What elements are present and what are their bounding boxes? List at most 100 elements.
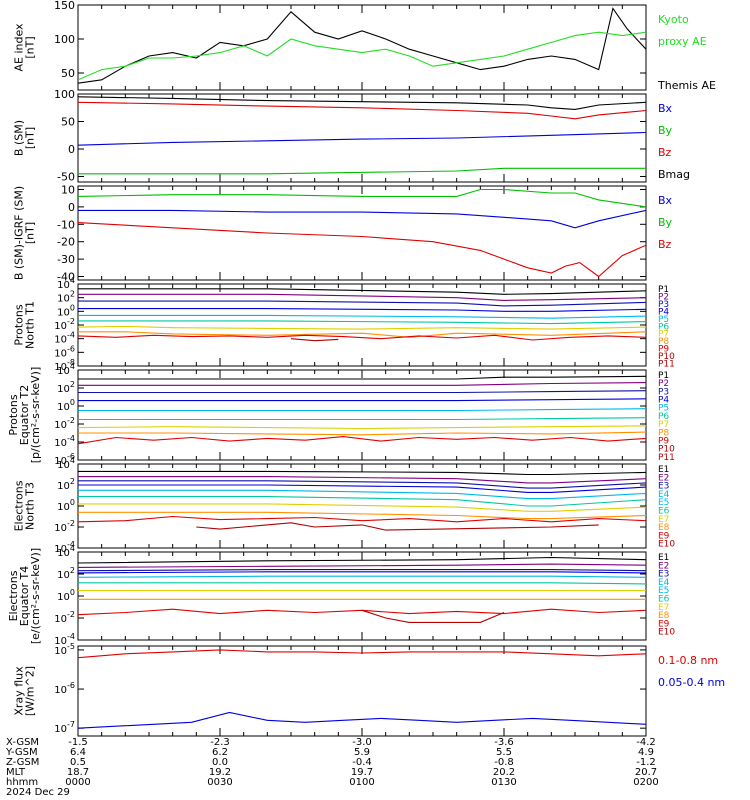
y-tick-label: 0 (68, 201, 75, 214)
legend-entry: Bz (658, 238, 672, 251)
footer-value: 5.5 (496, 747, 512, 758)
y-tick-label: -20 (57, 236, 75, 249)
footer-value: -3.0 (352, 737, 372, 748)
y-tick-label: 50 (61, 67, 75, 80)
footer-value: 0100 (349, 777, 374, 788)
series-line-e8 (78, 511, 646, 520)
legend-entry: E3 (658, 482, 669, 492)
y-tick-label: 102 (57, 380, 75, 395)
legend-entry: 0.05-0.4 nm (658, 676, 725, 689)
y-axis-label: Electrons (13, 480, 26, 531)
legend-entry: Kyoto (658, 13, 689, 26)
legend-entry: P2 (658, 379, 669, 389)
legend-entry: E8 (658, 611, 670, 621)
legend-entry: P5 (658, 315, 669, 325)
series-line-by (78, 188, 646, 208)
series-line-e10 (196, 522, 599, 531)
footer-value: 0.5 (70, 757, 86, 768)
series-line-p9 (78, 436, 646, 445)
panel-3: -40 -30 -20 -10 0 10 B (SM)-IGRF (SM)[nT] Bx By B… (13, 183, 673, 283)
legend-entry: P7 (658, 330, 669, 340)
y-axis-label: Protons (7, 394, 20, 435)
legend-entry: E4 (658, 578, 670, 588)
footer-value: 0130 (491, 777, 516, 788)
legend-entry: E6 (658, 595, 670, 605)
series-line-p7 (78, 325, 646, 330)
series-line-bmag (78, 96, 646, 110)
series-line-bx (78, 131, 646, 146)
legend-entry: P6 (658, 322, 669, 332)
series-line-p5 (78, 408, 646, 412)
legend-entry: E7 (658, 515, 669, 525)
series-line-p6 (78, 417, 646, 421)
y-axis-label: Protons (13, 304, 26, 345)
series-line-e4 (78, 571, 646, 574)
legend-entry: P4 (658, 396, 669, 406)
series-line-p6 (78, 320, 646, 325)
series-line-e7 (78, 503, 646, 512)
legend-entry: E10 (658, 628, 675, 638)
y-axis-label: B (SM)-IGRF (SM) (13, 186, 26, 280)
legend-entry: E6 (658, 507, 670, 517)
y-axis-label: [nT] (24, 222, 37, 244)
legend-entry: P3 (658, 300, 669, 310)
footer-value: -1.5 (68, 737, 88, 748)
panel-2: -50 0 50 100 B (SM)[nT] Bx By Bz Bmag (13, 88, 691, 184)
footer-value: 0200 (633, 777, 658, 788)
series-line-p3 (78, 300, 646, 307)
legend-entry: E9 (658, 619, 670, 629)
legend-entry: E2 (658, 561, 669, 571)
y-tick-label: 10-6 (54, 681, 75, 696)
y-tick-label: 100 (57, 498, 75, 513)
y-axis-label: North T3 (24, 482, 37, 530)
y-tick-label: -10 (57, 218, 75, 231)
legend-entry: E5 (658, 586, 669, 596)
y-tick-label: 50 (61, 116, 75, 129)
legend-entry: P9 (658, 436, 669, 446)
legend-entry: E7 (658, 603, 669, 613)
legend-entry: E2 (658, 473, 669, 483)
series-line-p1 (78, 375, 646, 380)
footer-value: 6.2 (212, 747, 228, 758)
series-line-p8 (78, 431, 646, 436)
footer-row-label: X-GSM (6, 737, 39, 748)
y-axis-label: Xray flux (13, 666, 26, 716)
series-line-bz (78, 222, 646, 278)
legend-entry: P7 (658, 420, 669, 430)
y-tick-label: 10 (61, 183, 75, 196)
legend-entry: 0.1-0.8 nm (658, 654, 718, 667)
y-tick-label: 102 (57, 477, 75, 492)
footer-value: 19.7 (351, 767, 373, 778)
footer-value: -4.2 (636, 737, 656, 748)
plot-frame (77, 185, 647, 281)
legend-entry: P4 (658, 307, 669, 317)
series-line-p8 (78, 331, 646, 338)
series-line-e1 (78, 556, 646, 564)
series-line-e6 (78, 582, 646, 585)
footer-row-label: Z-GSM (6, 757, 39, 768)
y-tick-label: 10-2 (54, 610, 75, 625)
y-tick-label: 150 (54, 0, 75, 12)
legend-entry: P8 (658, 337, 669, 347)
series-line-by (78, 167, 646, 175)
legend-entry: E8 (658, 523, 670, 533)
y-axis-label: [e/(cm²-s-sr-keV)] (29, 548, 42, 644)
legend-entry: P10 (658, 445, 675, 455)
series-line-p9 (78, 334, 646, 341)
footer-value: 19.2 (209, 767, 231, 778)
series-line-p10 (290, 338, 339, 342)
legend-entry: P6 (658, 412, 669, 422)
series-line-p1 (78, 288, 646, 295)
series-line-kyoto-proxy-ae (78, 31, 646, 81)
legend-entry: By (658, 124, 673, 137)
legend-entry: P5 (658, 404, 669, 414)
series-line-e10 (361, 609, 505, 623)
series-line-p2 (78, 293, 646, 301)
y-axis-label: Equator T4 (18, 566, 31, 626)
series-line-bz (78, 101, 646, 120)
legend-entry: P10 (658, 352, 675, 362)
